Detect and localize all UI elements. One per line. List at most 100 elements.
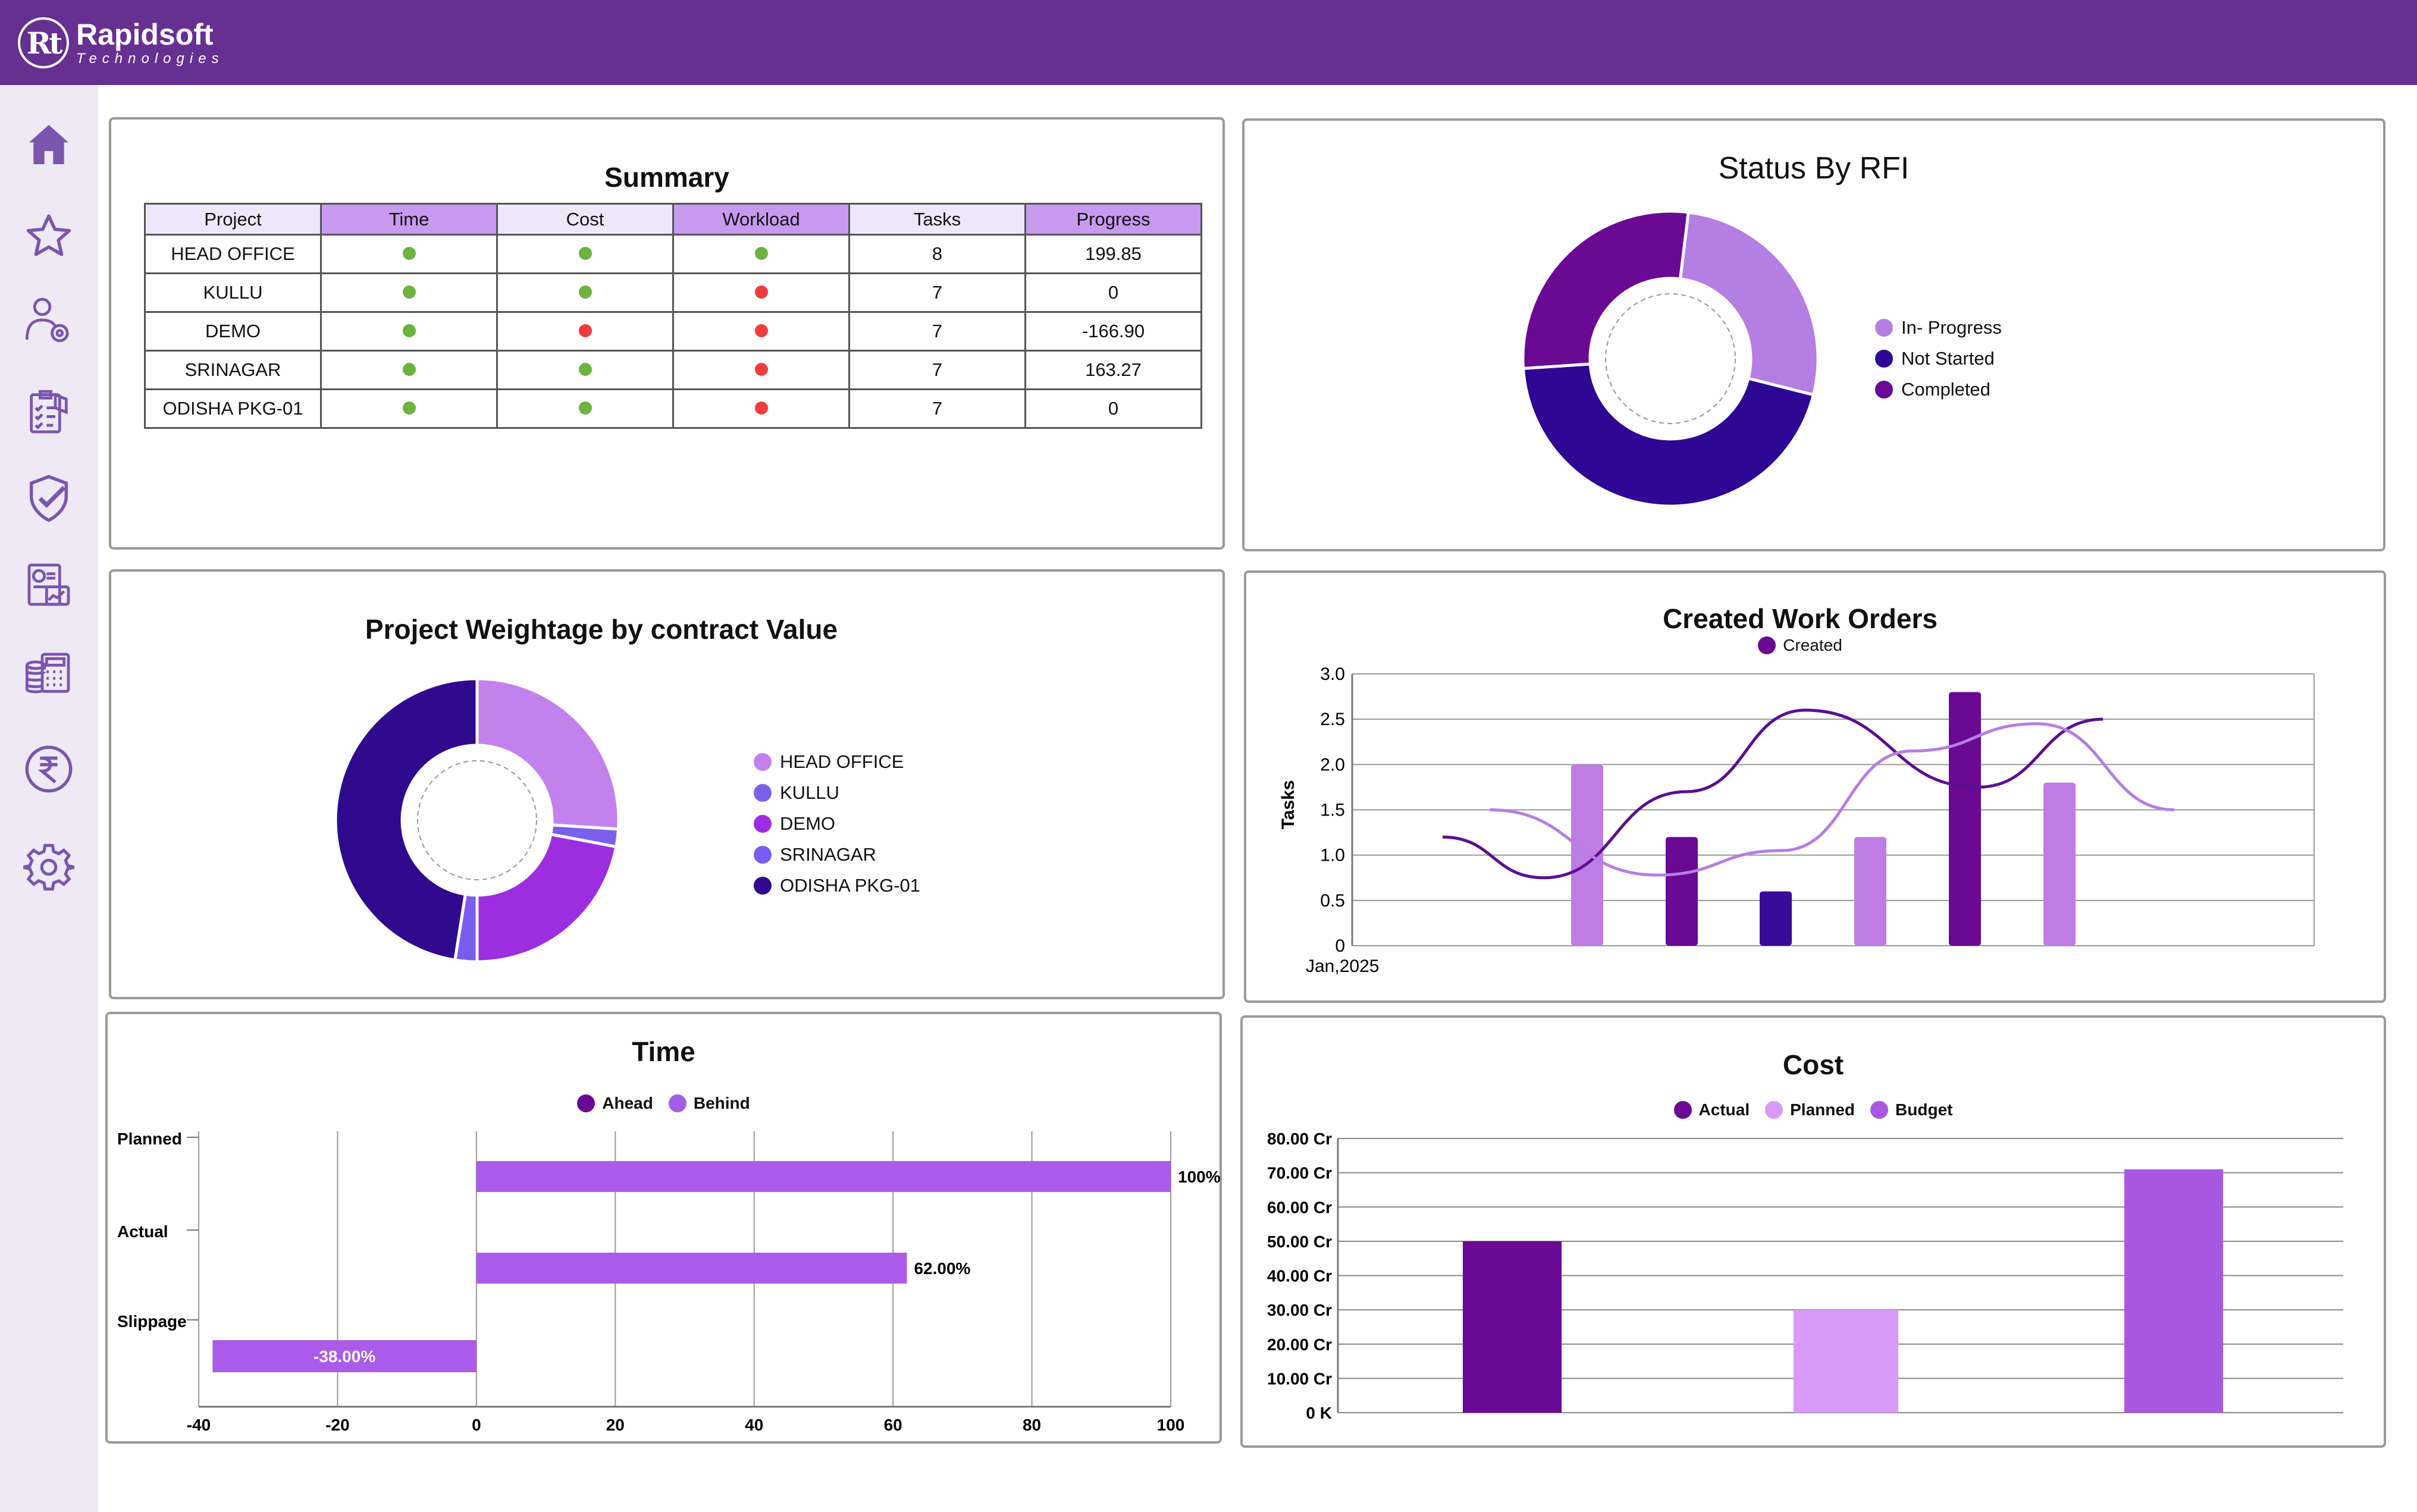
sidebar-item-checklist[interactable] — [19, 382, 79, 442]
table-row[interactable]: SRINAGAR 7 163.27 — [144, 350, 1202, 390]
legend-item-created[interactable]: Created — [1758, 636, 1842, 655]
x-axis-label: Jan,2025 — [1306, 956, 1379, 976]
trend-line-dark — [1442, 708, 2103, 880]
sidebar-item-reports[interactable] — [19, 555, 79, 614]
y-tick-label: 40.00 Cr — [1267, 1267, 1332, 1285]
project-cell: HEAD OFFICE — [144, 234, 322, 274]
cost-status-dot — [578, 286, 592, 299]
legend-item-actual[interactable]: Actual — [1673, 1100, 1750, 1119]
sidebar-item-favorites[interactable] — [19, 207, 79, 266]
sidebar-item-settings[interactable] — [19, 837, 79, 897]
category-label: Slippage — [117, 1312, 187, 1331]
column-header-cost[interactable]: Cost — [496, 203, 674, 236]
bar[interactable] — [1949, 692, 1981, 946]
legend-item-demo[interactable]: DEMO — [754, 808, 920, 839]
weightage-legend: HEAD OFFICE KULLU DEMO SRINAGAR ODISHA P… — [754, 746, 920, 901]
legend-item-planned[interactable]: Planned — [1765, 1100, 1855, 1119]
weightage-card: Project Weightage by contract Value HEAD… — [109, 569, 1225, 999]
cost-legend: Actual Planned Budget — [1243, 1100, 2384, 1119]
time-legend: Ahead Behind — [108, 1094, 1220, 1113]
user-settings-icon — [25, 297, 69, 343]
donut-center-ring — [417, 760, 537, 880]
summary-table: Project Time Cost Workload Tasks Progres… — [144, 203, 1202, 429]
donut-slice-head-office[interactable] — [475, 677, 620, 831]
time-status-dot — [402, 324, 416, 337]
legend-item-in-progress[interactable]: In- Progress — [1875, 312, 2002, 343]
bar[interactable] — [1760, 891, 1792, 946]
legend-item-kullu[interactable]: KULLU — [754, 777, 920, 808]
legend-item-odisha-pkg-01[interactable]: ODISHA PKG-01 — [754, 870, 920, 901]
time-status-dot — [402, 286, 416, 299]
y-tick-label: 80.00 Cr — [1267, 1130, 1332, 1148]
legend-label: DEMO — [780, 813, 835, 834]
bar-planned[interactable] — [1794, 1310, 1898, 1413]
tasks-cell: 8 — [848, 234, 1026, 274]
legend-swatch — [1875, 319, 1893, 337]
cost-status-dot — [578, 324, 592, 337]
donut-slice-in-progress[interactable] — [1678, 211, 1820, 397]
legend-label: In- Progress — [1901, 317, 2002, 338]
column-header-time[interactable]: Time — [320, 203, 498, 236]
donut-slice-odisha-pkg-01[interactable] — [334, 677, 479, 962]
data-label: -38.00% — [314, 1347, 375, 1366]
legend-label: Planned — [1790, 1100, 1855, 1119]
bar[interactable] — [1666, 837, 1698, 946]
legend-item-budget[interactable]: Budget — [1870, 1100, 1952, 1119]
bar[interactable] — [476, 1161, 1171, 1192]
bar-budget[interactable] — [2124, 1169, 2223, 1413]
column-header-workload[interactable]: Workload — [672, 203, 850, 236]
workload-status-dot — [754, 286, 768, 299]
sidebar — [0, 85, 98, 1512]
table-row[interactable]: ODISHA PKG-01 7 0 — [144, 388, 1202, 429]
legend-item-not-started[interactable]: Not Started — [1875, 343, 2002, 374]
donut-slice-demo[interactable] — [475, 832, 618, 964]
report-chart-icon — [27, 563, 70, 606]
y-tick-label: 2.5 — [1320, 710, 1345, 729]
legend-item-behind[interactable]: Behind — [668, 1094, 750, 1113]
legend-item-head-office[interactable]: HEAD OFFICE — [754, 746, 920, 777]
bar[interactable] — [1571, 764, 1603, 946]
weightage-donut-chart — [334, 677, 620, 964]
cost-status-dot — [578, 401, 592, 415]
column-header-progress[interactable]: Progress — [1024, 203, 1202, 236]
table-row[interactable]: DEMO 7 -166.90 — [144, 311, 1202, 352]
table-header-row: Project Time Cost Workload Tasks Progres… — [144, 203, 1202, 236]
rfi-donut-chart — [1521, 209, 1820, 508]
sidebar-item-quality[interactable] — [19, 469, 79, 528]
legend-label: Actual — [1698, 1100, 1750, 1119]
cost-chart-title: Cost — [1782, 1049, 1844, 1080]
y-tick-label: 0 K — [1306, 1404, 1332, 1422]
legend-label: KULLU — [780, 782, 839, 803]
legend-swatch — [754, 784, 772, 802]
sidebar-item-finance[interactable] — [19, 739, 79, 799]
time-card: Time Ahead Behind -40 -20 0 20 40 60 80 100 Plan… — [105, 1012, 1222, 1444]
legend-item-completed[interactable]: Completed — [1875, 374, 2002, 405]
donut-slice-completed[interactable] — [1521, 209, 1691, 371]
legend-label: Budget — [1895, 1100, 1953, 1119]
bar[interactable] — [212, 1340, 476, 1372]
table-row[interactable]: HEAD OFFICE 8 199.85 — [144, 234, 1202, 274]
legend-item-srinagar[interactable]: SRINAGAR — [754, 839, 920, 870]
cost-cell — [496, 388, 674, 429]
sidebar-item-users[interactable] — [19, 290, 79, 350]
project-cell: ODISHA PKG-01 — [144, 388, 322, 429]
bar[interactable] — [476, 1253, 907, 1284]
workload-status-dot — [754, 401, 768, 415]
sidebar-item-home[interactable] — [19, 115, 79, 174]
rfi-legend: In- Progress Not Started Completed — [1875, 312, 2002, 405]
progress-cell: 0 — [1024, 272, 1202, 313]
bar[interactable] — [2043, 782, 2076, 946]
cost-cell — [496, 350, 674, 390]
x-tick-label: 100 — [1157, 1416, 1185, 1434]
y-tick-label: 30.00 Cr — [1267, 1301, 1332, 1319]
trend-line-light — [1490, 722, 2175, 877]
table-row[interactable]: KULLU 7 0 — [144, 272, 1202, 313]
column-header-project[interactable]: Project — [144, 203, 322, 236]
donut-slice-not-started[interactable] — [1521, 362, 1816, 508]
column-header-tasks[interactable]: Tasks — [848, 203, 1026, 236]
brand-logo[interactable]: Rt Rapidsoft Technologies — [18, 13, 224, 73]
bar[interactable] — [1854, 837, 1886, 946]
legend-item-ahead[interactable]: Ahead — [577, 1094, 653, 1113]
bar-actual[interactable] — [1463, 1241, 1562, 1413]
sidebar-item-billing[interactable] — [19, 644, 79, 704]
